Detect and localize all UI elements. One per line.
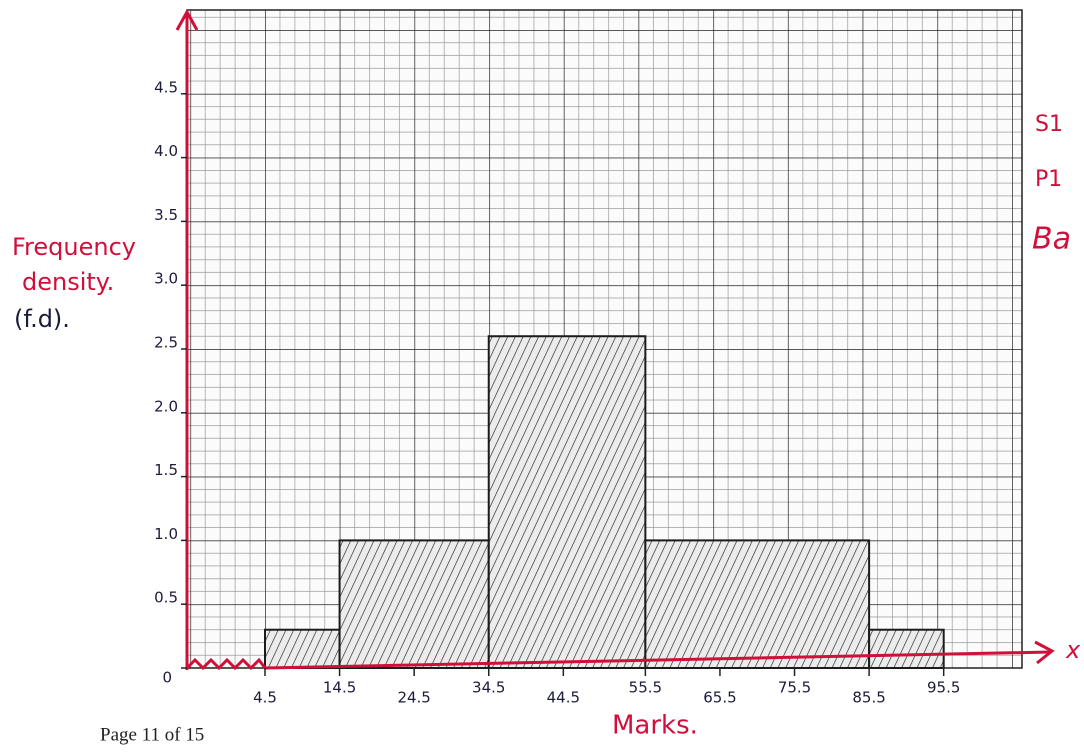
y-axis-label: Frequency xyxy=(12,233,136,261)
x-tick-label: 65.5 xyxy=(703,689,736,707)
x-tick-label: 75.5 xyxy=(778,679,811,697)
bar xyxy=(265,630,340,668)
margin-note: S1 xyxy=(1035,112,1063,137)
x-tick-label: 24.5 xyxy=(397,689,430,707)
page: {"chart_data": { "type": "histogram", "b… xyxy=(0,0,1084,749)
bar xyxy=(489,336,646,668)
bar xyxy=(869,630,944,668)
x-tick-label: 85.5 xyxy=(852,689,885,707)
x-tick-label: 4.5 xyxy=(253,689,277,707)
y-tick-label: 0.5 xyxy=(154,589,178,607)
x-tick-label: 44.5 xyxy=(547,689,580,707)
x-tick-label: 14.5 xyxy=(323,679,356,697)
y-tick-label: 4.0 xyxy=(154,142,178,160)
x-tick-label: 55.5 xyxy=(629,679,662,697)
x-axis-letter: x xyxy=(1065,636,1081,664)
bar xyxy=(340,540,489,668)
y-tick-label: 2.0 xyxy=(154,397,178,415)
page-footer: Page 11 of 15 xyxy=(100,724,204,745)
y-tick-label: 2.5 xyxy=(154,334,178,352)
y-tick-label: 1.5 xyxy=(154,461,178,479)
margin-note: P1 xyxy=(1035,167,1062,192)
margin-note: Ba xyxy=(1032,222,1071,257)
y-axis-label: (f.d). xyxy=(14,305,70,333)
x-tick-label: 95.5 xyxy=(927,679,960,697)
y-tick-label: 4.5 xyxy=(154,78,178,96)
y-tick-label: 3.0 xyxy=(154,270,178,288)
y-axis-label: density. xyxy=(22,268,114,296)
y-tick-label: 1.0 xyxy=(154,525,178,543)
y-tick-label: 0 xyxy=(162,669,172,687)
chart: x Frequency density. (f.d). Marks. S1 P1… xyxy=(0,0,1084,749)
x-tick-label: 34.5 xyxy=(472,679,505,697)
y-tick-label: 3.5 xyxy=(154,206,178,224)
bar xyxy=(645,540,869,668)
x-axis-label: Marks. xyxy=(612,711,698,741)
